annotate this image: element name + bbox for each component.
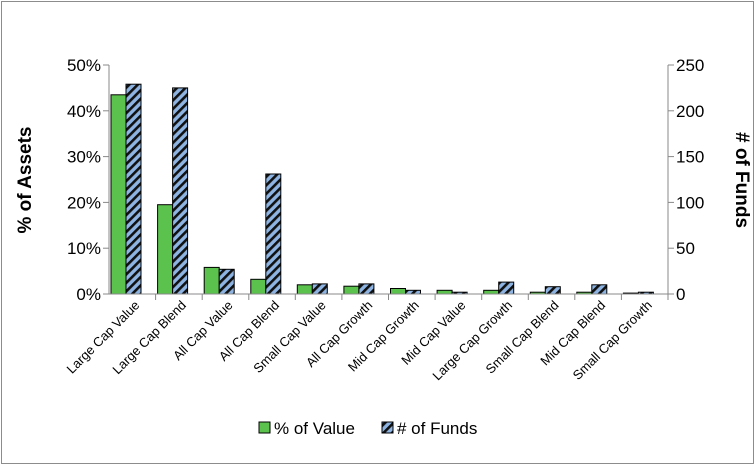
y2-tick-label-3: 150 bbox=[676, 148, 704, 167]
bar-value-6 bbox=[390, 288, 406, 295]
x-tick-label-11: Small Cap Growth bbox=[570, 298, 655, 383]
bar-funds-6 bbox=[405, 289, 421, 295]
bar-funds-2 bbox=[218, 268, 235, 295]
y-tick-label-0: 0% bbox=[76, 285, 101, 304]
bar-value-0 bbox=[110, 94, 127, 295]
y2-axis-title: # of Funds bbox=[731, 132, 752, 228]
y2-tick-label-2: 100 bbox=[676, 193, 704, 212]
bar-funds-0 bbox=[125, 83, 142, 295]
legend-swatch-value bbox=[258, 421, 271, 434]
bar-funds-3 bbox=[265, 173, 282, 295]
bar-value-4 bbox=[296, 284, 313, 295]
y-tick-label-4: 40% bbox=[67, 102, 101, 121]
bars-layer bbox=[110, 83, 654, 295]
bar-value-3 bbox=[250, 278, 267, 295]
legend: % of Value # of Funds bbox=[258, 419, 477, 438]
bar-funds-1 bbox=[172, 87, 189, 295]
bar-funds-4 bbox=[311, 283, 328, 295]
bar-value-2 bbox=[203, 266, 220, 295]
bar-value-8 bbox=[483, 289, 500, 295]
y-axis-title: % of Assets bbox=[15, 127, 36, 234]
y-tick-label-2: 20% bbox=[67, 193, 101, 212]
y2-tick-label-0: 0 bbox=[676, 285, 685, 304]
y-tick-label-5: 50% bbox=[67, 56, 101, 75]
legend-label-funds: # of Funds bbox=[397, 419, 477, 438]
y2-tick-label-1: 50 bbox=[676, 239, 695, 258]
bar-funds-10 bbox=[591, 284, 608, 295]
y-tick-label-3: 30% bbox=[67, 148, 101, 167]
bar-value-7 bbox=[436, 289, 453, 295]
bar-value-5 bbox=[343, 285, 360, 295]
y2-tick-label-4: 200 bbox=[676, 102, 704, 121]
bar-value-1 bbox=[157, 204, 174, 295]
legend-swatch-funds bbox=[381, 421, 394, 434]
y2-tick-label-5: 250 bbox=[676, 56, 704, 75]
bar-funds-9 bbox=[544, 286, 561, 295]
y-tick-label-1: 10% bbox=[67, 239, 101, 258]
bar-funds-8 bbox=[498, 281, 515, 295]
legend-label-value: % of Value bbox=[274, 419, 355, 438]
bar-funds-5 bbox=[358, 283, 375, 295]
x-tick-label-8: Large Cap Growth bbox=[429, 298, 515, 384]
